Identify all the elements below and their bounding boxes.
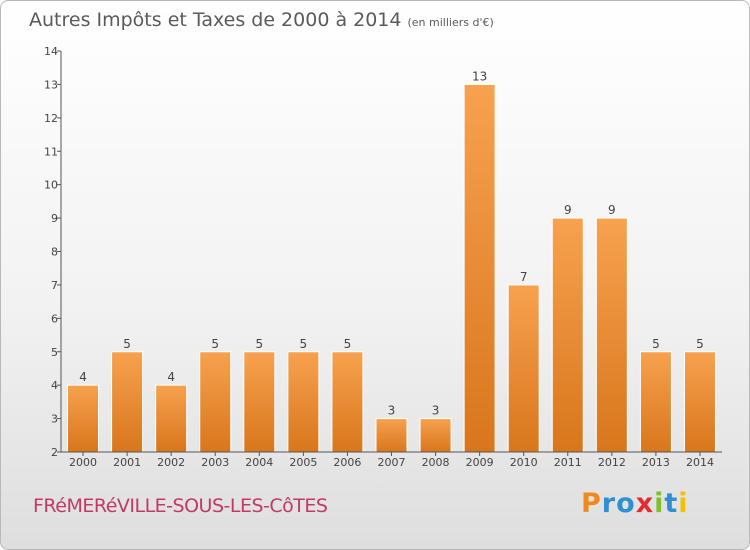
bar-2008 [419, 418, 452, 453]
y-tick-label: 13 [44, 78, 58, 91]
bar-2009 [463, 83, 496, 453]
value-label-2011: 9 [564, 203, 572, 217]
chart-title-text: Autres Impôts et Taxes de 2000 à 2014 [29, 9, 402, 31]
bar-2000 [67, 384, 100, 453]
value-label-2010: 7 [520, 270, 528, 284]
value-label-2006: 5 [344, 337, 352, 351]
proxiti-logo: Proxiti [581, 488, 689, 519]
x-tick-label-2004: 2004 [245, 456, 273, 469]
bar-2011 [551, 217, 584, 453]
x-tick-label-2008: 2008 [422, 456, 450, 469]
bar-2004 [243, 351, 276, 453]
place-name: FRéMERéVILLE-SOUS-LES-CôTES [33, 495, 328, 517]
chart-title: Autres Impôts et Taxes de 2000 à 2014 (en… [29, 9, 494, 31]
y-tick-label: 5 [51, 346, 58, 359]
logo-letter: i [678, 488, 689, 519]
value-label-2012: 9 [608, 203, 616, 217]
y-tick-label: 12 [44, 112, 58, 125]
logo-letter: i [654, 488, 665, 519]
value-label-2000: 4 [79, 370, 87, 384]
y-tick-label: 6 [51, 312, 58, 325]
y-tick-label: 10 [44, 179, 58, 192]
bar-2002 [155, 384, 188, 453]
x-tick-label-2013: 2013 [642, 456, 670, 469]
bar-2014 [683, 351, 716, 453]
logo-letter: t [664, 488, 679, 519]
x-tick-label-2009: 2009 [466, 456, 494, 469]
value-label-2009: 13 [472, 69, 487, 83]
y-tick-label: 11 [44, 145, 58, 158]
bar-2012 [595, 217, 628, 453]
value-label-2004: 5 [255, 337, 263, 351]
x-tick-label-2007: 2007 [378, 456, 406, 469]
bars-group: 4 5 4 5 5 5 5 3 3 13 7 9 9 5 5 [67, 69, 716, 453]
bar-2006 [331, 351, 364, 453]
bar-2013 [639, 351, 672, 453]
chart-subtitle: (en milliers d'€) [407, 16, 494, 29]
value-label-2002: 4 [167, 370, 175, 384]
y-tick-label: 7 [51, 279, 58, 292]
y-tick-label: 3 [51, 413, 58, 426]
x-tick-label-2011: 2011 [554, 456, 582, 469]
logo-letter: x [635, 488, 655, 519]
x-tick-label-2000: 2000 [69, 456, 97, 469]
x-tick-label-2012: 2012 [598, 456, 626, 469]
bar-2007 [375, 418, 408, 453]
y-ticks-group: 2 3 4 5 6 7 8 9 10 11 12 13 14 [44, 45, 61, 459]
logo-letter: P [581, 488, 602, 519]
value-label-2003: 5 [211, 337, 219, 351]
x-tick-label-2010: 2010 [510, 456, 538, 469]
logo-letter: r [601, 488, 617, 519]
bar-2010 [507, 284, 540, 453]
value-label-2008: 3 [432, 404, 440, 418]
y-tick-label: 9 [51, 212, 58, 225]
y-tick-label: 8 [51, 246, 58, 259]
y-tick-label: 2 [51, 446, 58, 459]
value-label-2001: 5 [123, 337, 131, 351]
x-tick-label-2001: 2001 [113, 456, 141, 469]
x-tick-label-2003: 2003 [201, 456, 229, 469]
x-ticks-group: 2000 2001 2002 2003 2004 2005 2006 2007 2008 2009… [69, 452, 714, 469]
x-tick-label-2002: 2002 [157, 456, 185, 469]
value-label-2005: 5 [300, 337, 308, 351]
bar-2003 [199, 351, 232, 453]
y-tick-label: 14 [44, 45, 58, 58]
x-tick-label-2006: 2006 [333, 456, 361, 469]
x-tick-label-2005: 2005 [289, 456, 317, 469]
value-label-2007: 3 [388, 404, 396, 418]
y-tick-label: 4 [51, 379, 58, 392]
logo-letter: o [616, 488, 636, 519]
bar-2001 [111, 351, 144, 453]
x-tick-label-2014: 2014 [686, 456, 714, 469]
value-label-2013: 5 [652, 337, 660, 351]
value-label-2014: 5 [696, 337, 704, 351]
bar-2005 [287, 351, 320, 453]
